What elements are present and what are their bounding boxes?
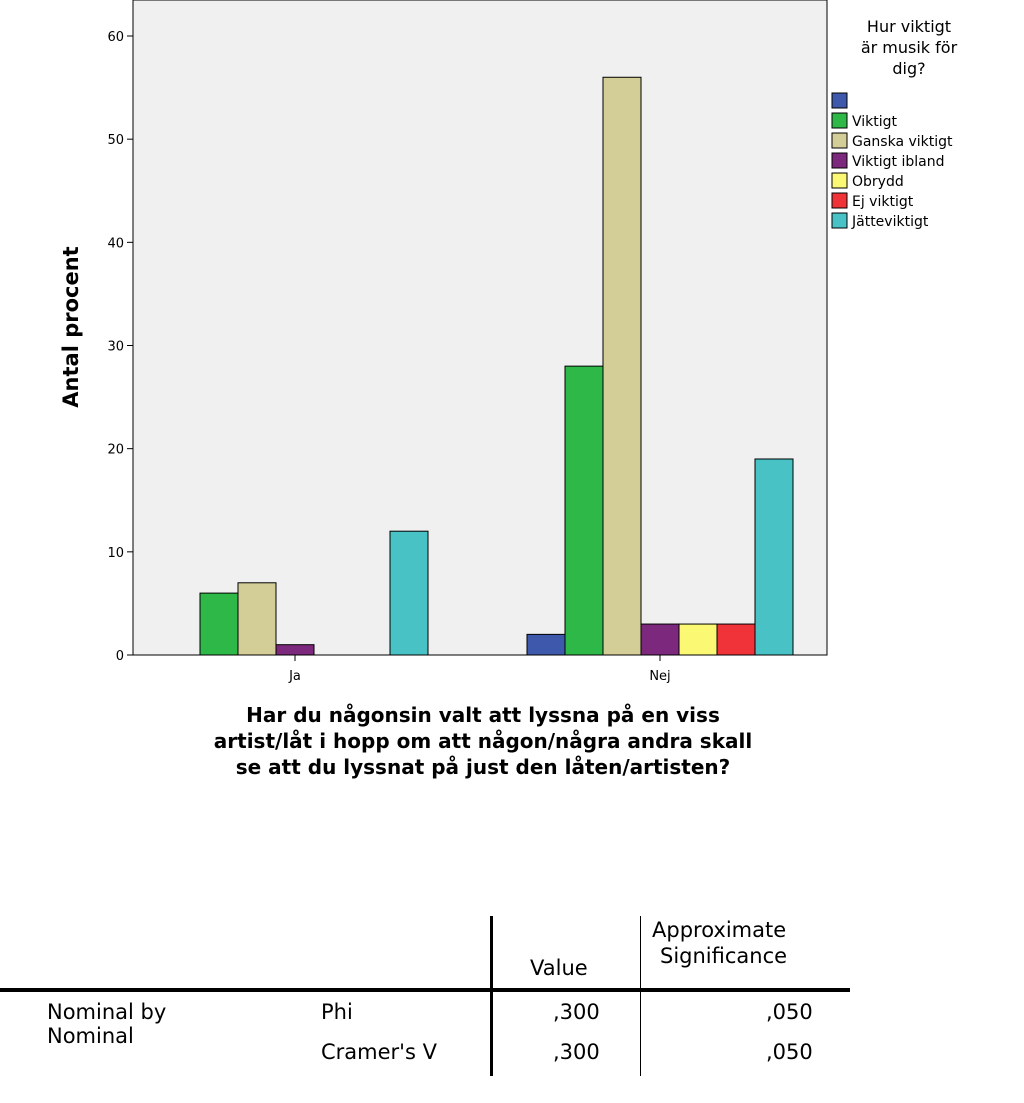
row-group-label-line2: Nominal	[47, 1024, 134, 1048]
x-axis-title-line: se att du lyssnat på just den låten/arti…	[236, 755, 731, 779]
legend-title-line: Hur viktigt	[867, 17, 951, 36]
y-axis-title: Antal procent	[59, 246, 83, 407]
bar-chart: 0 10 20 30 40 50 60 Ja Nej Antal procent Har du…	[59, 0, 958, 779]
legend-swatch	[831, 152, 848, 169]
header-significance-line2: Significance	[660, 944, 788, 968]
y-tick-label: 10	[107, 546, 124, 561]
y-tick-label: 0	[116, 649, 124, 664]
x-axis-title-line: artist/låt i hopp om att någon/några and…	[214, 729, 752, 753]
bar	[275, 644, 315, 656]
bar	[602, 76, 642, 656]
table-vertical-rule	[490, 916, 493, 1076]
x-axis-title: Har du någonsin valt att lyssna på en vi…	[214, 703, 752, 779]
row-value-cramers-v: ,300	[553, 1040, 600, 1064]
y-tick-label: 50	[107, 133, 124, 148]
legend-title-line: är musik för	[861, 38, 958, 57]
x-axis: Ja Nej	[288, 655, 671, 684]
legend-label: Ej viktigt	[852, 194, 914, 210]
row-group-label-line1: Nominal by	[47, 1000, 167, 1024]
row-sig-cramers-v: ,050	[766, 1040, 813, 1064]
legend-title-line: dig?	[892, 59, 925, 78]
row-stat-phi: Phi	[321, 1000, 353, 1024]
y-tick-label: 40	[107, 236, 124, 251]
legend-label: Viktigt	[852, 114, 898, 130]
bar	[237, 582, 277, 656]
legend-swatch	[831, 132, 848, 149]
x-axis-title-line: Har du någonsin valt att lyssna på en vi…	[246, 703, 720, 727]
y-axis: 0 10 20 30 40 50 60	[107, 30, 133, 664]
header-significance-line1: Approximate	[652, 918, 787, 942]
legend-label: Viktigt ibland	[852, 154, 944, 170]
y-tick-label: 30	[107, 340, 124, 355]
bar	[640, 623, 680, 656]
legend-swatch	[831, 112, 848, 129]
legend-label: Obrydd	[852, 174, 904, 190]
bar	[526, 633, 566, 656]
legend-swatch	[831, 192, 848, 209]
legend-swatch	[831, 172, 848, 189]
y-tick-label: 60	[107, 30, 124, 45]
x-tick-label: Nej	[649, 669, 670, 684]
bars-group	[199, 76, 794, 656]
bar	[389, 530, 429, 656]
row-stat-cramers-v: Cramer's V	[321, 1040, 437, 1064]
legend-label: Jätteviktigt	[851, 214, 929, 230]
bar	[199, 592, 239, 656]
bar	[716, 623, 756, 656]
legend-swatch	[831, 212, 848, 229]
legend-label: Ganska viktigt	[852, 134, 953, 150]
legend: Hur viktigt är musik för dig? Viktigt Ganska…	[831, 17, 958, 230]
legend-swatch	[831, 92, 848, 109]
bar	[564, 365, 604, 656]
table-sig-divider	[640, 916, 641, 1076]
row-sig-phi: ,050	[766, 1000, 813, 1024]
statistics-table: Value Approximate Significance Nominal b…	[0, 900, 1024, 1100]
y-tick-label: 20	[107, 443, 124, 458]
table-header-rule	[0, 988, 850, 992]
row-value-phi: ,300	[553, 1000, 600, 1024]
x-tick-label: Ja	[288, 669, 301, 684]
plot-area	[132, 0, 828, 656]
bar	[678, 623, 718, 656]
header-value: Value	[530, 956, 588, 980]
bar	[754, 458, 794, 656]
